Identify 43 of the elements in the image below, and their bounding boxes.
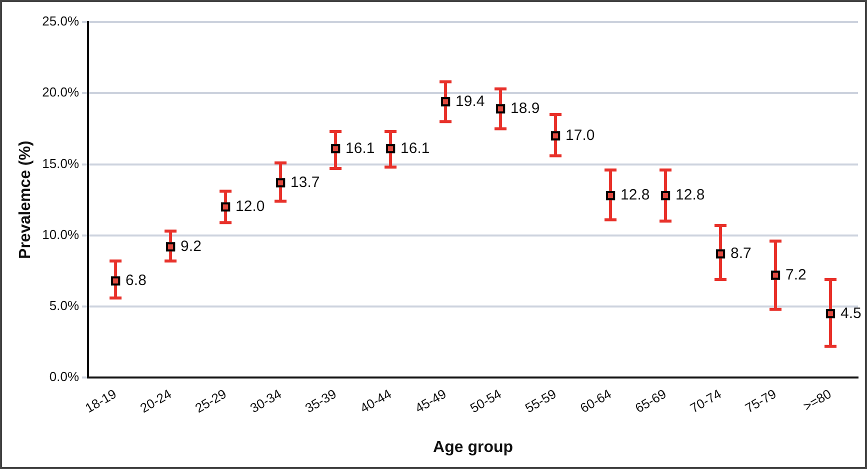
point <box>166 242 176 252</box>
data-label: 12.8 <box>676 186 705 204</box>
y-tick-label: 20.0% <box>42 84 80 100</box>
y-axis-title: Prevalemce (%) <box>17 140 34 259</box>
point <box>716 249 726 258</box>
data-label: 12.0 <box>236 198 265 216</box>
y-tick-label: 15.0% <box>42 156 80 171</box>
x-tick-label: >=80 <box>800 386 834 414</box>
data-label: 16.1 <box>346 140 375 157</box>
point <box>660 191 670 200</box>
y-tick-label: 5.0% <box>49 298 80 314</box>
x-tick-label: 55-59 <box>522 386 559 416</box>
data-label: 7.2 <box>786 266 806 284</box>
data-label: 6.8 <box>126 272 146 290</box>
point <box>331 144 340 154</box>
point <box>496 104 506 114</box>
x-tick-label: 35-39 <box>302 386 339 416</box>
data-label: 16.1 <box>400 140 430 157</box>
data-label: 17.0 <box>566 126 595 144</box>
point <box>276 178 286 188</box>
data-label: 18.9 <box>510 100 540 117</box>
data-label: 8.7 <box>730 245 752 262</box>
point <box>221 202 230 212</box>
data-label: 12.8 <box>620 186 650 204</box>
data-label: 9.2 <box>180 238 202 255</box>
point <box>770 270 780 280</box>
point <box>606 191 616 200</box>
x-tick-label: 75-79 <box>742 386 779 416</box>
point <box>386 144 396 154</box>
point <box>111 276 120 286</box>
x-tick-label: 65-69 <box>632 386 669 416</box>
x-tick-label: 40-44 <box>358 386 394 416</box>
y-tick-label: 0.0% <box>49 369 80 384</box>
data-label: 19.4 <box>456 92 485 110</box>
x-tick-label: 45-49 <box>412 386 449 416</box>
y-tick-label: 10.0% <box>42 226 80 242</box>
point <box>440 97 450 106</box>
point <box>826 309 836 318</box>
y-tick-label: 25.0% <box>42 14 80 29</box>
point <box>550 131 560 140</box>
data-label: 13.7 <box>290 174 320 191</box>
data-label: 4.5 <box>840 304 862 322</box>
x-axis-title: Age group <box>433 438 514 456</box>
